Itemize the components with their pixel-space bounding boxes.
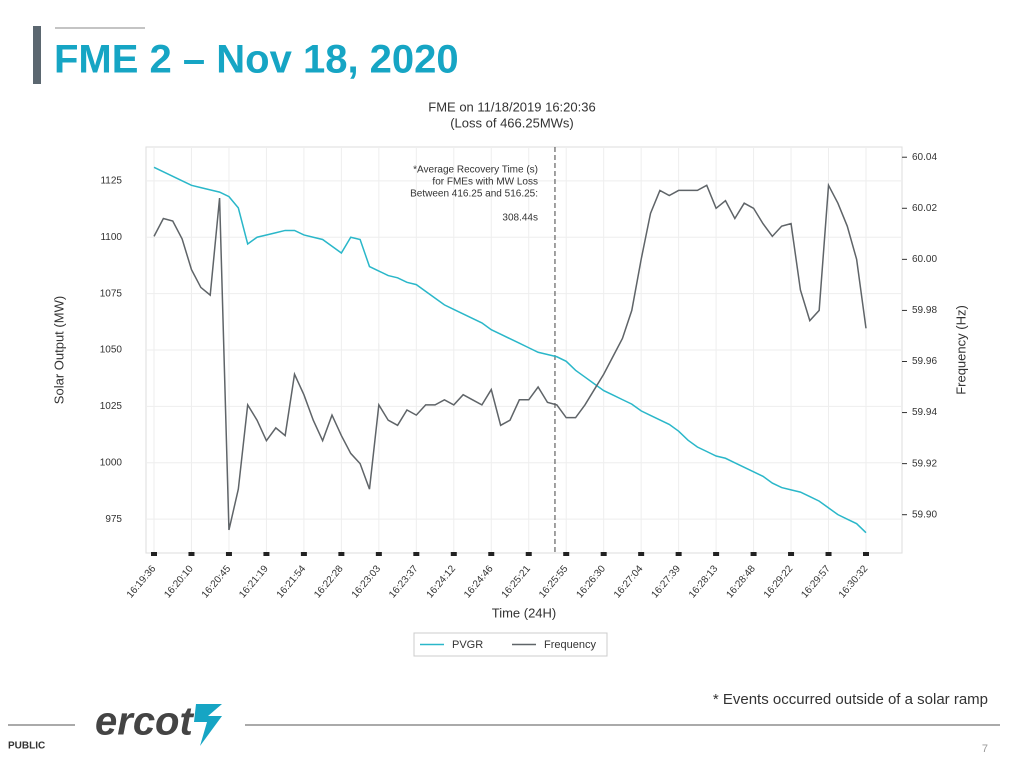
y-tick-label: 975 <box>105 514 122 525</box>
x-tick-label: 16:30:32 <box>837 563 871 600</box>
x-tick <box>413 552 420 556</box>
y-tick-label: 1075 <box>100 288 123 299</box>
x-tick <box>450 552 457 556</box>
x-tick <box>863 552 869 556</box>
y2-tick-label: 59.94 <box>912 407 937 418</box>
x-tick-label: 16:21:54 <box>275 563 309 600</box>
x-tick-label: 16:25:21 <box>500 563 534 600</box>
x-tick-label: 16:23:03 <box>350 563 384 600</box>
x-tick <box>375 552 382 556</box>
logo: ercot <box>95 700 194 744</box>
x-tick <box>338 552 345 556</box>
classification: PUBLIC <box>8 741 45 752</box>
annotation: 308.44s <box>502 213 538 224</box>
y2-tick-label: 60.02 <box>912 203 937 214</box>
x-tick <box>151 552 157 556</box>
x-tick-label: 16:20:10 <box>162 563 196 600</box>
series-line <box>153 166 867 534</box>
y-axis-label: Solar Output (MW) <box>51 296 66 404</box>
y2-tick-label: 59.98 <box>912 305 937 316</box>
x-tick <box>675 552 682 556</box>
x-tick <box>750 552 757 556</box>
x-tick-label: 16:25:55 <box>537 563 571 600</box>
x-tick-label: 16:29:57 <box>799 563 833 600</box>
x-tick-label: 16:21:19 <box>237 563 271 600</box>
y2-tick-label: 59.90 <box>912 509 937 520</box>
x-tick-label: 16:28:48 <box>724 563 758 600</box>
x-tick <box>713 552 720 556</box>
x-tick <box>825 552 832 556</box>
x-tick-label: 16:20:45 <box>200 563 234 600</box>
y-tick-label: 1025 <box>100 401 123 412</box>
chart-title: (Loss of 466.25MWs) <box>450 115 574 130</box>
x-tick <box>638 552 645 556</box>
y2-tick-label: 60.04 <box>912 152 937 163</box>
y-tick-label: 1000 <box>100 457 123 468</box>
footnote: * Events occurred outside of a solar ram… <box>713 691 988 708</box>
x-tick <box>225 552 232 556</box>
y-tick-label: 1100 <box>100 232 122 243</box>
slide-title: FME 2 – Nov 18, 2020 <box>54 38 459 82</box>
x-tick-label: 16:19:36 <box>125 563 159 600</box>
x-tick <box>300 552 307 556</box>
x-tick <box>563 552 570 556</box>
x-tick-label: 16:23:37 <box>387 563 421 600</box>
series-line <box>153 182 867 531</box>
logo-mark <box>194 704 222 746</box>
page-number: 7 <box>982 743 988 755</box>
x-tick-label: 16:28:13 <box>687 563 721 600</box>
x-tick <box>525 552 532 556</box>
legend-box <box>413 632 608 657</box>
x-tick-label: 16:24:46 <box>462 563 496 600</box>
x-tick <box>263 552 270 556</box>
title-accent <box>33 26 41 84</box>
y-tick-label: 1050 <box>100 345 123 356</box>
x-tick-label: 16:29:22 <box>762 563 796 600</box>
legend-label: PVGR <box>452 639 483 651</box>
x-tick-label: 16:26:30 <box>575 563 609 600</box>
annotation: Between 416.25 and 516.25: <box>410 189 538 200</box>
legend-label: Frequency <box>544 639 596 651</box>
x-tick-label: 16:24:12 <box>425 563 459 600</box>
x-tick <box>600 552 607 556</box>
annotation: for FMEs with MW Loss <box>432 177 538 188</box>
chart-title: FME on 11/18/2019 16:20:36 <box>428 99 595 114</box>
y2-tick-label: 60.00 <box>912 254 937 265</box>
x-tick-label: 16:22:28 <box>312 563 346 600</box>
annotation: *Average Recovery Time (s) <box>413 165 538 176</box>
y2-tick-label: 59.92 <box>912 458 937 469</box>
y2-axis-label: Frequency (Hz) <box>953 305 968 395</box>
x-tick <box>188 552 195 556</box>
x-tick <box>488 552 495 556</box>
y2-tick-label: 59.96 <box>912 356 937 367</box>
x-axis-label: Time (24H) <box>492 605 557 620</box>
x-tick <box>788 552 795 556</box>
x-tick-label: 16:27:04 <box>612 563 646 600</box>
x-tick-label: 16:27:39 <box>649 563 683 600</box>
y-tick-label: 1125 <box>100 175 122 186</box>
